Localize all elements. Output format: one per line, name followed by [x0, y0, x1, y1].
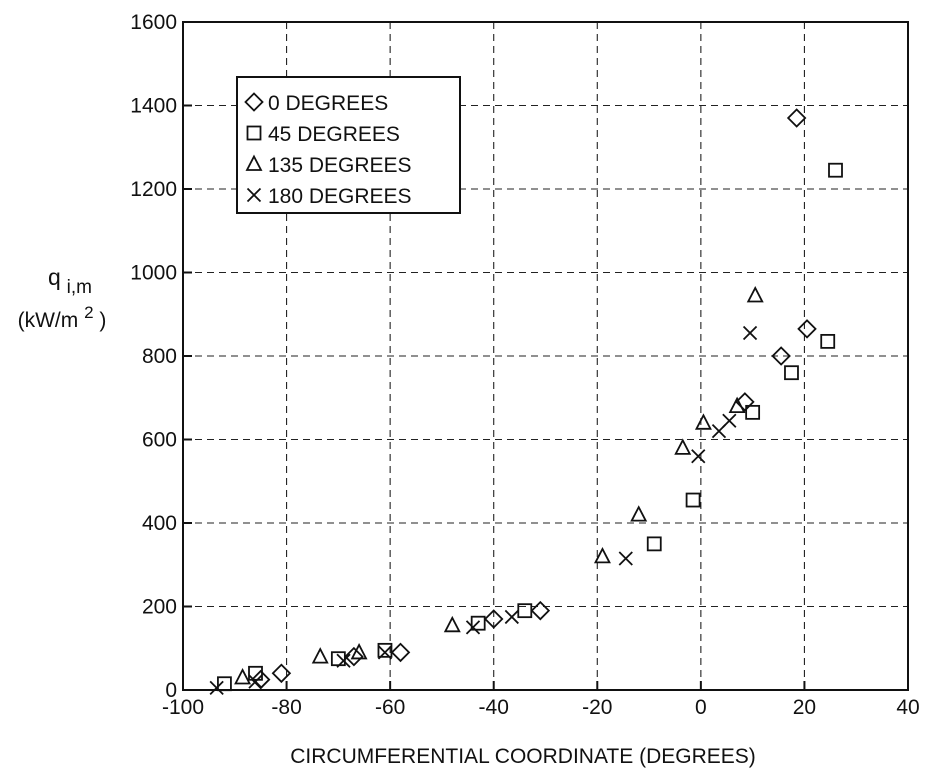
- x-data-point: [465, 620, 481, 635]
- triangle-data-point: [350, 642, 368, 660]
- triangle-data-point: [728, 396, 746, 414]
- x-axis-label: CIRCUMFERENTIAL COORDINATE (DEGREES): [290, 745, 756, 768]
- triangle-data-point: [311, 647, 329, 664]
- triangle-data-point: [630, 505, 648, 522]
- y-tick-label: 600: [142, 429, 177, 452]
- y-axis-label-line2: (kW/m 2 ): [18, 300, 107, 332]
- y-tick-labels: 0 200 400 600 800 1000 1200 1400 1600: [130, 11, 177, 702]
- square-data-point: [820, 333, 836, 349]
- series-square: [217, 162, 843, 692]
- series-triangle: [234, 286, 764, 685]
- square-data-point: [745, 404, 761, 420]
- triangle-data-point: [746, 286, 764, 303]
- series-diamond: [250, 108, 817, 690]
- diamond-data-point: [786, 108, 807, 128]
- y-axis-label-line1: q i,m: [48, 264, 92, 298]
- legend: 0 DEGREES 45 DEGREES 135 DEGREES 180 DEGREE…: [236, 76, 461, 214]
- square-data-point: [217, 676, 232, 692]
- y-axis-label-unit-sup: 2: [84, 303, 93, 322]
- legend-item: 0 DEGREES: [244, 92, 388, 115]
- legend-label: 180 DEGREES: [268, 185, 412, 208]
- x-tick-label: -100: [162, 696, 204, 719]
- triangle-icon: [245, 154, 263, 171]
- triangle-data-point: [694, 413, 712, 430]
- x-tick-label: -80: [271, 696, 301, 719]
- x-data-point: [336, 653, 351, 668]
- diamond-data-point: [735, 392, 755, 412]
- x-tick-label: 0: [695, 696, 707, 719]
- diamond-data-point: [390, 642, 411, 663]
- y-axis-label-unit-post: ): [99, 309, 106, 332]
- y-axis-label-subscript: i,m: [67, 277, 92, 298]
- triangle-data-point: [593, 546, 611, 564]
- y-tick-label: 1200: [130, 178, 177, 201]
- y-axis-label: q i,m (kW/m 2 ): [18, 264, 107, 332]
- square-data-point: [377, 642, 393, 658]
- diamond-data-point: [797, 319, 817, 339]
- y-tick-label: 0: [165, 679, 177, 702]
- x-data-point: [618, 551, 633, 566]
- x-tick-label: 20: [793, 696, 816, 719]
- y-axis-label-unit-pre: (kW/m: [18, 309, 79, 332]
- x-tick-labels: -100 -80 -60 -40 -20 0 20 40: [162, 696, 920, 719]
- square-icon: [246, 125, 262, 141]
- y-tick-label: 800: [142, 345, 177, 368]
- x-data-point: [377, 645, 393, 660]
- square-data-point: [784, 365, 799, 381]
- x-mark-icon: [246, 187, 262, 203]
- diamond-data-point: [771, 346, 791, 366]
- diamond-icon: [244, 92, 264, 112]
- legend-box: [236, 76, 461, 214]
- x-tick-label: 40: [896, 696, 919, 719]
- x-data-point: [209, 680, 224, 696]
- legend-item: 180 DEGREES: [246, 185, 412, 208]
- legend-label: 0 DEGREES: [268, 92, 388, 115]
- legend-item: 135 DEGREES: [245, 154, 412, 177]
- x-data-point: [248, 674, 263, 689]
- legend-label: 135 DEGREES: [268, 154, 412, 177]
- y-axis-label-symbol: q: [48, 264, 61, 290]
- series-x: [209, 325, 758, 696]
- triangle-data-point: [674, 438, 692, 455]
- x-tick-label: -20: [582, 696, 612, 719]
- y-tick-label: 1600: [130, 11, 177, 34]
- y-tick-label: 1000: [130, 262, 177, 285]
- diamond-data-point: [344, 646, 364, 667]
- diamond-data-point: [483, 609, 504, 629]
- square-data-point: [330, 651, 346, 667]
- y-tick-label: 200: [142, 596, 177, 619]
- legend-label: 45 DEGREES: [268, 123, 400, 146]
- diamond-data-point: [271, 663, 292, 684]
- x-data-point: [742, 325, 758, 341]
- square-data-point: [646, 536, 662, 552]
- x-data-point: [691, 449, 706, 464]
- triangle-data-point: [443, 615, 461, 633]
- y-tick-label: 400: [142, 512, 177, 535]
- legend-item: 45 DEGREES: [246, 123, 400, 146]
- diamond-data-point: [530, 600, 551, 621]
- x-data-point: [722, 413, 737, 428]
- square-data-point: [685, 492, 701, 508]
- triangle-data-point: [234, 668, 252, 685]
- square-data-point: [470, 615, 486, 631]
- square-data-point: [248, 665, 263, 681]
- y-tick-label: 1400: [130, 95, 177, 118]
- data-points: [209, 108, 843, 696]
- square-data-point: [828, 162, 843, 178]
- x-tick-label: -40: [479, 696, 509, 719]
- x-tick-label: -60: [375, 696, 405, 719]
- plot-frame: [182, 21, 909, 691]
- x-data-point: [504, 609, 519, 625]
